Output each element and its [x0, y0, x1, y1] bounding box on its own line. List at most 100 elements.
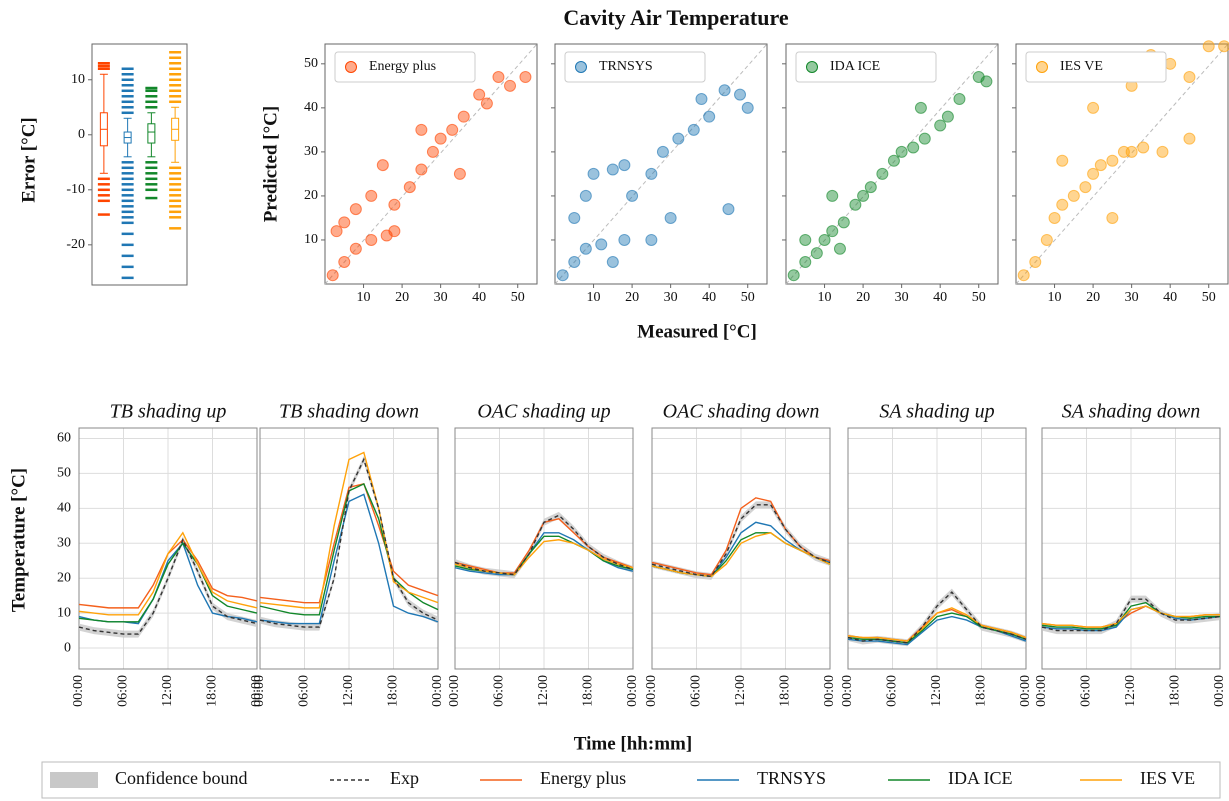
x-tick-label: 12:00	[160, 675, 175, 707]
point	[1087, 167, 1100, 180]
y-tick-label: 0	[78, 127, 85, 142]
x-tick-label: 20	[1086, 290, 1100, 305]
point	[741, 101, 754, 114]
series-line	[259, 483, 439, 604]
point	[941, 110, 954, 123]
y-tick-label: 10	[304, 232, 318, 247]
y-tick-label: 0	[64, 640, 71, 655]
x-tick-label: 00:00	[252, 675, 267, 707]
x-tick-label: 30	[664, 290, 678, 305]
confidence-band	[79, 536, 257, 638]
plot-frame	[785, 43, 999, 285]
legend-label: Energy plus	[540, 768, 626, 788]
legend-frame	[41, 761, 1221, 799]
x-tick-label: 20	[625, 290, 639, 305]
point	[918, 132, 931, 145]
point	[857, 189, 870, 202]
panel-title: SA shading down	[1062, 401, 1201, 423]
series-line	[1041, 605, 1220, 628]
point	[672, 132, 685, 145]
x-tick-label: 50	[741, 290, 755, 305]
x-tick-label: 10	[1048, 290, 1062, 305]
plot-frame	[651, 427, 831, 670]
point	[446, 123, 459, 136]
point	[338, 255, 351, 268]
x-tick-label: 00:00	[71, 675, 86, 707]
point	[606, 163, 619, 176]
point	[1137, 141, 1150, 154]
point	[1218, 40, 1229, 53]
x-tick-label: 06:00	[492, 675, 507, 707]
y-tick-label: 20	[304, 188, 318, 203]
point	[953, 93, 966, 106]
point	[687, 123, 700, 136]
point	[934, 119, 947, 132]
point	[914, 101, 927, 114]
panel-title: OAC shading down	[663, 401, 820, 423]
point	[1183, 132, 1196, 145]
point	[457, 110, 470, 123]
legend-label: Exp	[390, 768, 419, 788]
legend-label: IDA ICE	[948, 768, 1013, 788]
point	[453, 167, 466, 180]
point	[326, 269, 339, 282]
legend-label: TRNSYS	[599, 59, 653, 74]
series-line	[78, 531, 258, 616]
y-tick-label: 40	[57, 501, 71, 516]
x-tick-label: 40	[1163, 290, 1177, 305]
y-tick-label: -10	[66, 182, 85, 197]
x-tick-label: 18:00	[778, 675, 793, 707]
point	[1087, 101, 1100, 114]
legend-box	[795, 51, 937, 83]
x-tick-label: 06:00	[885, 675, 900, 707]
plot-frame	[259, 427, 439, 670]
series-line	[259, 493, 439, 625]
x-tick-label: 50	[972, 290, 986, 305]
plot-frame	[91, 43, 188, 286]
x-tick-label: 20	[856, 290, 870, 305]
point	[365, 189, 378, 202]
point	[1017, 269, 1030, 282]
point	[415, 163, 428, 176]
point	[656, 145, 669, 158]
box	[147, 123, 156, 144]
legend-marker	[806, 61, 818, 73]
box-y-label: Error [°C]	[18, 117, 39, 203]
legend-label: IES VE	[1060, 59, 1103, 74]
scatter-y-label: Predicted [°C]	[260, 106, 281, 222]
point	[810, 247, 823, 260]
plot-frame	[324, 43, 538, 285]
point	[799, 233, 812, 246]
x-tick-label: 00:00	[644, 675, 659, 707]
point	[734, 88, 747, 101]
panel-title: TB shading up	[110, 401, 227, 423]
point	[1067, 189, 1080, 202]
plot-frame	[454, 427, 634, 670]
x-tick-label: 40	[702, 290, 716, 305]
point	[645, 233, 658, 246]
plot-frame	[1015, 43, 1229, 285]
legend-box	[564, 51, 706, 83]
plot-frame	[1041, 427, 1221, 670]
point	[579, 242, 592, 255]
x-tick-label: 50	[511, 290, 525, 305]
series-line	[847, 591, 1027, 644]
x-tick-label: 06:00	[689, 675, 704, 707]
point	[330, 225, 343, 238]
x-tick-label: 06:00	[1079, 675, 1094, 707]
y-tick-label: 50	[304, 56, 318, 71]
panel-title: SA shading up	[879, 401, 994, 423]
point	[587, 167, 600, 180]
x-tick-label: 12:00	[341, 675, 356, 707]
point	[826, 225, 839, 238]
legend-label: IES VE	[1140, 768, 1195, 788]
legend-box	[1025, 51, 1167, 83]
identity-line	[324, 43, 538, 285]
legend-box	[334, 51, 476, 83]
point	[618, 159, 631, 172]
point	[434, 132, 447, 145]
point	[365, 233, 378, 246]
point	[519, 71, 532, 84]
x-tick-label: 12:00	[733, 675, 748, 707]
x-tick-label: 06:00	[116, 675, 131, 707]
